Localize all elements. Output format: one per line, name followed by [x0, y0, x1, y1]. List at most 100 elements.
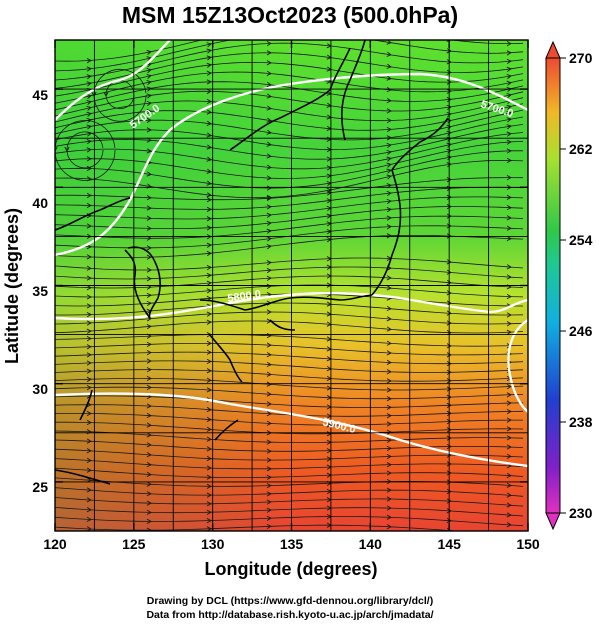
streamline-arrow — [386, 470, 392, 476]
streamline-arrow — [266, 60, 272, 66]
x-tick-label: 120 — [43, 536, 67, 552]
streamline — [55, 320, 524, 334]
streamline-arrow — [266, 439, 272, 445]
kyushu-coast — [209, 334, 243, 383]
streamline-arrow — [266, 50, 272, 56]
streamline-arrow — [506, 392, 512, 398]
colorbar-tick-label: 270 — [569, 50, 593, 66]
streamline-arrow — [506, 321, 512, 327]
streamline-arrow — [386, 413, 392, 419]
streamline-arrow — [386, 505, 392, 511]
streamline-arrow — [266, 164, 272, 170]
streamline-arrow — [86, 303, 92, 309]
streamline-arrow — [206, 406, 212, 413]
streamline-arrow — [506, 110, 512, 116]
streamline-arrow — [86, 223, 92, 229]
streamline-arrow — [86, 516, 92, 522]
streamline-arrow — [506, 384, 512, 390]
streamline-arrow — [446, 435, 452, 441]
streamline-arrow — [86, 285, 92, 291]
streamline-arrow — [386, 453, 392, 460]
streamline-arrow — [206, 79, 212, 85]
streamline-arrow — [386, 445, 392, 452]
streamline-arrow — [146, 384, 152, 390]
streamline-arrow — [86, 165, 92, 172]
streamline-arrow — [146, 300, 152, 307]
contour-5700 — [55, 72, 528, 257]
streamline-arrow — [266, 204, 272, 210]
y-axis-label: Latitude (degrees) — [2, 208, 22, 364]
streamline-arrow — [387, 28, 391, 32]
streamline-arrow — [206, 387, 212, 393]
streamline-arrow — [266, 401, 272, 407]
streamline-arrow — [446, 419, 452, 425]
streamline-arrow — [206, 280, 212, 286]
streamline-arrow — [506, 157, 512, 164]
streamline-arrow — [86, 497, 92, 503]
streamline-arrow — [506, 264, 512, 270]
streamline-arrow — [386, 421, 392, 427]
streamline — [55, 439, 524, 452]
streamline-arrow — [206, 70, 212, 76]
streamline-arrow — [206, 197, 212, 203]
streamline-arrow — [206, 250, 212, 257]
streamline-arrow — [146, 49, 152, 55]
streamline-arrow — [446, 88, 452, 94]
streamline-arrow — [206, 474, 212, 480]
streamline-arrow — [103, 91, 109, 97]
streamline-arrow — [266, 70, 272, 76]
streamline-arrow — [86, 360, 92, 366]
streamline-arrow — [506, 80, 512, 86]
streamline — [55, 377, 524, 391]
streamline-arrow — [506, 293, 512, 300]
streamline-arrow — [506, 329, 512, 335]
streamline-arrow — [86, 139, 92, 145]
streamline-arrow — [446, 279, 452, 286]
streamline-arrow — [266, 448, 272, 454]
streamline-arrow — [446, 269, 452, 275]
streamline-arrow — [266, 523, 272, 530]
streamline-arrow — [206, 518, 212, 524]
streamline-arrow — [386, 429, 392, 435]
streamline-arrow — [446, 148, 452, 154]
streamline-arrow — [146, 68, 152, 74]
streamline-arrow — [446, 213, 452, 219]
streamline-arrow — [386, 117, 392, 124]
streamline-arrow — [446, 410, 452, 417]
streamline-arrow — [86, 74, 92, 80]
streamline-arrow — [446, 508, 452, 514]
streamline-arrow — [386, 396, 392, 402]
streamline-arrow — [386, 149, 392, 156]
streamline-arrow — [266, 499, 272, 505]
streamline-arrow — [386, 63, 392, 69]
streamline-arrow — [266, 361, 272, 368]
streamline-arrow — [266, 474, 272, 480]
contour-lines — [55, 40, 528, 468]
streamline-arrow — [146, 461, 152, 468]
streamline-arrow — [266, 195, 272, 201]
streamline — [55, 395, 524, 408]
streamline-arrow — [386, 162, 392, 168]
streamline-arrow — [146, 137, 152, 143]
streamline-arrow — [86, 352, 92, 358]
y-tick-label: 40 — [32, 195, 48, 211]
streamline-arrow — [206, 88, 212, 94]
streamline-arrow — [506, 512, 512, 518]
y-tick-label: 35 — [32, 283, 48, 299]
streamline-arrow — [506, 492, 512, 498]
streamline-arrow — [446, 517, 452, 524]
streamline-arrow — [146, 350, 152, 356]
colorbar-scale — [545, 57, 561, 514]
streamline-arrow — [206, 225, 212, 231]
x-tick-label: 145 — [438, 536, 462, 552]
streamline-arrow — [386, 404, 392, 410]
streamline-arrow — [266, 236, 272, 242]
streamline-arrow — [206, 377, 212, 383]
streamline-arrow — [386, 135, 392, 141]
streamline-arrow — [206, 265, 212, 271]
streamline — [55, 351, 524, 365]
streamline-arrow — [86, 467, 92, 473]
streamline-arrow — [266, 391, 272, 397]
streamline-arrow — [506, 225, 512, 231]
streamline-arrow — [206, 483, 212, 489]
